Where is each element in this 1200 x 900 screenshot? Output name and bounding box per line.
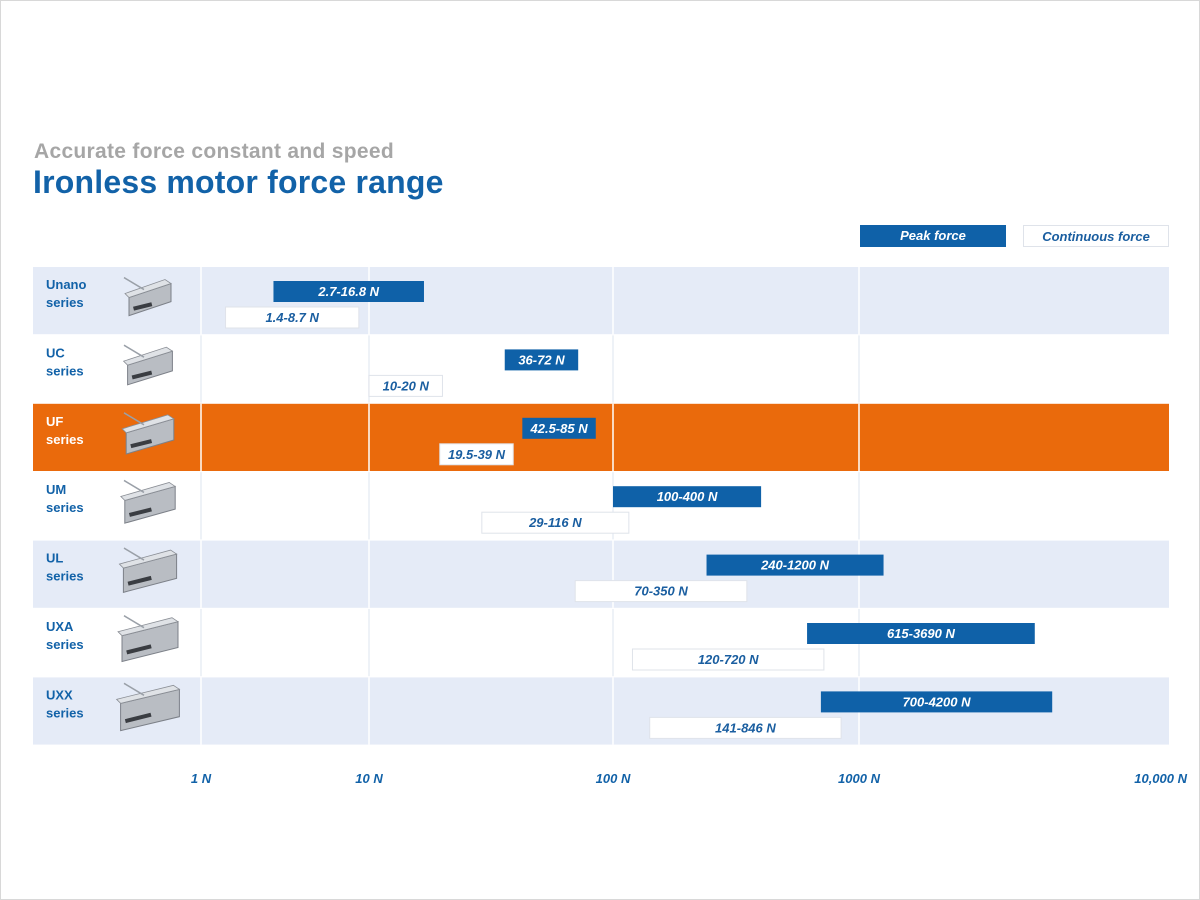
series-name: UL <box>46 551 63 566</box>
peak-force-label: 615-3690 N <box>887 626 956 641</box>
x-tick-label: 100 N <box>596 771 631 786</box>
series-name: UM <box>46 482 66 497</box>
continuous-force-label: 10-20 N <box>383 378 430 393</box>
chart-subtitle: Accurate force constant and speed <box>34 140 394 163</box>
peak-force-label: 700-4200 N <box>903 694 972 709</box>
peak-force-label: 36-72 N <box>518 352 565 367</box>
continuous-force-bar <box>631 648 825 671</box>
continuous-force-bar <box>481 511 630 534</box>
continuous-force-bar <box>225 306 360 329</box>
series-name: UC <box>46 345 65 360</box>
row-background <box>33 403 1169 471</box>
row-background <box>33 267 1169 335</box>
motor-image <box>121 412 175 455</box>
motor-image <box>115 682 181 732</box>
series-suffix: series <box>46 432 84 447</box>
series-name: Unano <box>46 277 87 292</box>
x-tick-label: 1000 N <box>838 771 881 786</box>
motor-image <box>122 344 174 386</box>
motor-image <box>117 615 179 663</box>
peak-force-bar <box>820 691 1053 713</box>
peak-force-label: 240-1200 N <box>760 558 830 573</box>
continuous-force-label: 19.5-39 N <box>448 447 506 462</box>
chart-title: Ironless motor force range <box>33 164 444 200</box>
continuous-force-bar <box>439 443 514 466</box>
motor-image <box>123 276 172 317</box>
continuous-force-label: 29-116 N <box>528 515 582 530</box>
peak-force-bar <box>273 281 424 302</box>
peak-force-bar <box>522 417 596 439</box>
peak-force-bar <box>807 623 1035 644</box>
continuous-force-bar <box>649 716 842 739</box>
continuous-force-label: 120-720 N <box>698 652 759 667</box>
series-name: UF <box>46 414 63 429</box>
peak-force-label: 42.5-85 N <box>530 421 589 436</box>
continuous-force-bar <box>368 374 443 397</box>
motor-image <box>120 479 177 524</box>
continuous-force-label: 70-350 N <box>634 584 688 599</box>
series-suffix: series <box>46 295 84 310</box>
peak-force-label: 2.7-16.8 N <box>317 284 379 299</box>
motor-image <box>118 547 178 593</box>
row-background <box>33 335 1169 403</box>
series-suffix: series <box>46 637 84 652</box>
continuous-force-label: 1.4-8.7 N <box>265 310 319 325</box>
series-suffix: series <box>46 363 84 378</box>
series-suffix: series <box>46 569 84 584</box>
peak-force-label: 100-400 N <box>657 489 718 504</box>
continuous-force-bar <box>574 580 748 603</box>
series-name: UXA <box>46 619 74 634</box>
peak-force-bar <box>613 486 762 508</box>
x-tick-label: 10 N <box>355 771 383 786</box>
x-tick-label: 10,000 N <box>1134 771 1187 786</box>
legend-peak-force: Peak force <box>860 225 1006 247</box>
x-tick-label: 1 N <box>191 771 212 786</box>
legend-continuous-force: Continuous force <box>1023 225 1169 247</box>
continuous-force-label: 141-846 N <box>715 720 776 735</box>
series-name: UXX <box>46 687 73 702</box>
peak-force-bar <box>504 349 579 371</box>
series-suffix: series <box>46 705 84 720</box>
peak-force-bar <box>706 554 884 576</box>
series-suffix: series <box>46 500 84 515</box>
